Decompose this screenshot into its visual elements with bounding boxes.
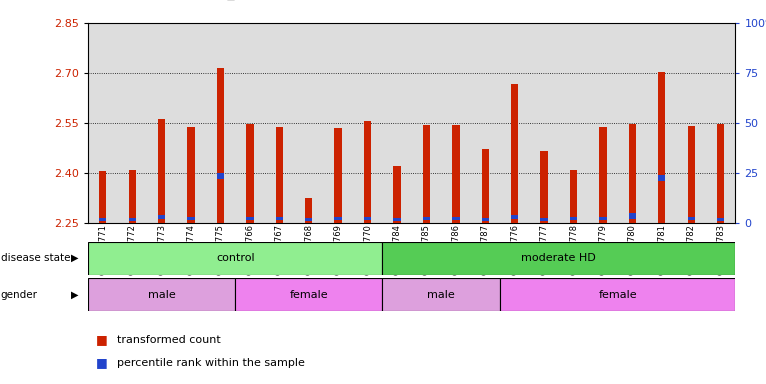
Text: male: male [427, 290, 455, 300]
Bar [423, 125, 430, 223]
Bar [276, 127, 283, 223]
Bar [412, 23, 441, 223]
Bar [511, 84, 519, 223]
Bar [129, 170, 136, 223]
Bar [382, 278, 500, 311]
Text: female: female [290, 290, 328, 300]
Text: ■: ■ [96, 356, 107, 369]
Bar [99, 171, 106, 223]
Bar [188, 217, 195, 220]
Bar [382, 23, 412, 223]
Bar [305, 218, 313, 221]
Bar [147, 23, 176, 223]
Bar [206, 23, 235, 223]
Text: control: control [216, 253, 254, 263]
Bar [470, 23, 500, 223]
Bar [364, 121, 372, 223]
Bar [235, 23, 264, 223]
Text: male: male [148, 290, 175, 300]
Bar [541, 218, 548, 221]
Bar [393, 166, 401, 223]
Bar [188, 127, 195, 223]
Text: ▶: ▶ [71, 253, 79, 263]
Bar [382, 242, 735, 275]
Bar [629, 124, 636, 223]
Text: moderate HD: moderate HD [522, 253, 596, 263]
Bar [452, 124, 460, 223]
Text: female: female [598, 290, 637, 300]
Bar [99, 218, 106, 221]
Bar [364, 217, 372, 220]
Bar [276, 217, 283, 220]
Bar [688, 126, 695, 223]
Bar [541, 151, 548, 223]
Bar [235, 278, 382, 311]
Bar [482, 218, 489, 221]
Text: disease state: disease state [1, 253, 70, 263]
Bar [88, 23, 117, 223]
Bar [500, 278, 735, 311]
Text: ▶: ▶ [71, 290, 79, 300]
Bar [647, 23, 676, 223]
Bar [158, 215, 165, 219]
Bar [629, 213, 636, 219]
Bar [511, 215, 519, 219]
Bar [423, 217, 430, 220]
Bar [88, 278, 235, 311]
Bar [353, 23, 382, 223]
Bar [570, 170, 578, 223]
Bar [246, 217, 254, 220]
Bar [246, 124, 254, 223]
Bar [217, 68, 224, 223]
Bar [305, 198, 313, 223]
Bar [706, 23, 735, 223]
Bar [688, 217, 695, 220]
Bar [335, 128, 342, 223]
Bar [717, 218, 725, 221]
Text: transformed count: transformed count [117, 335, 221, 345]
Text: percentile rank within the sample: percentile rank within the sample [117, 358, 305, 368]
Bar [335, 217, 342, 220]
Bar [676, 23, 706, 223]
Bar [117, 23, 147, 223]
Bar [658, 175, 666, 181]
Bar [500, 23, 529, 223]
Bar [441, 23, 470, 223]
Bar [570, 217, 578, 220]
Bar [658, 72, 666, 223]
Bar [264, 23, 294, 223]
Bar [88, 242, 382, 275]
Bar [529, 23, 559, 223]
Bar [452, 217, 460, 220]
Bar [617, 23, 647, 223]
Bar [217, 173, 224, 179]
Bar [717, 124, 725, 223]
Bar [482, 149, 489, 223]
Bar [294, 23, 323, 223]
Bar [599, 217, 607, 220]
Bar [588, 23, 617, 223]
Bar [599, 127, 607, 223]
Bar [559, 23, 588, 223]
Text: gender: gender [1, 290, 38, 300]
Bar [393, 218, 401, 221]
Bar [323, 23, 353, 223]
Bar [158, 119, 165, 223]
Text: ■: ■ [96, 333, 107, 346]
Bar [176, 23, 206, 223]
Bar [129, 218, 136, 221]
